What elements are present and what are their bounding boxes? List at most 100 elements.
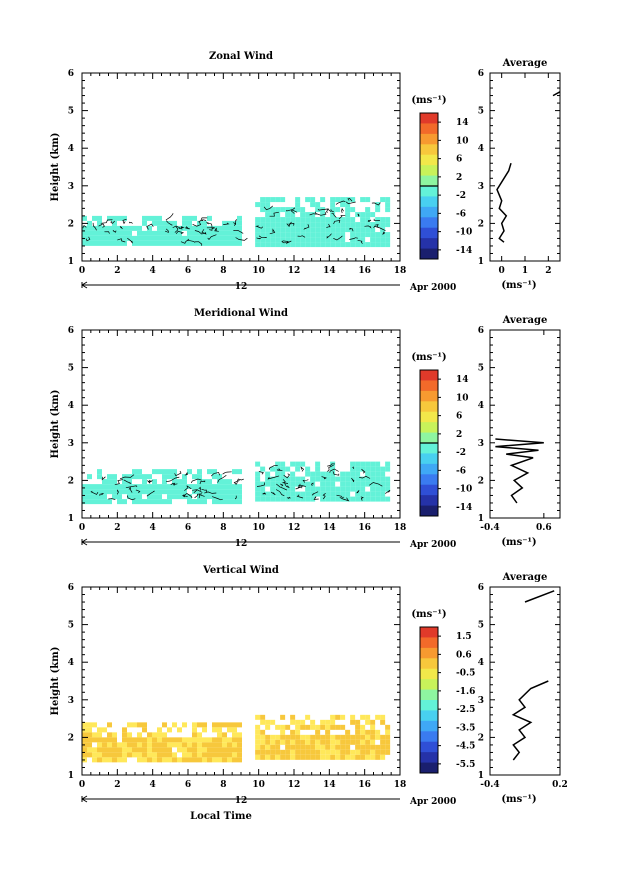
heatmap-cell: [315, 734, 321, 740]
heatmap-cell: [355, 237, 361, 243]
heatmap-cell: [330, 202, 336, 208]
heatmap-cell: [212, 752, 217, 758]
heatmap-cell: [142, 727, 147, 733]
contour-line: [146, 490, 155, 497]
heatmap-cell: [142, 499, 147, 505]
contour-line: [276, 483, 287, 491]
heatmap-cell: [217, 489, 222, 495]
colorbar-tick-label: -2.5: [456, 705, 475, 715]
avg-x-tick-label: 0.6: [536, 523, 552, 533]
heatmap-cell: [345, 471, 351, 477]
heatmap-cell: [305, 749, 311, 755]
heatmap-cell: [112, 240, 117, 246]
heatmap-cell: [187, 235, 192, 241]
colorbar-swatch: [420, 175, 438, 187]
heatmap-cell: [142, 474, 147, 480]
heatmap-cell: [255, 481, 261, 487]
heatmap-cell: [197, 230, 202, 236]
y-tick-label: 6: [68, 326, 74, 336]
heatmap-cell: [192, 225, 197, 231]
heatmap-cell: [197, 235, 202, 241]
heatmap-cell: [232, 722, 237, 728]
heatmap-cell: [182, 752, 187, 758]
heatmap-cell: [137, 732, 142, 738]
heatmap-cell: [207, 494, 212, 500]
heatmap-cell: [380, 481, 386, 487]
heatmap-cell: [117, 494, 122, 500]
heatmap-cell: [87, 474, 92, 480]
heatmap-cell: [172, 220, 177, 226]
heatmap-cell: [320, 481, 326, 487]
heatmap-cell: [385, 207, 391, 213]
heatmap-cell: [157, 499, 162, 505]
heatmap-cell: [222, 722, 227, 728]
heatmap-cell: [82, 494, 87, 500]
heatmap-cell: [192, 474, 197, 480]
heatmap-cell: [310, 476, 316, 482]
contour-line: [222, 471, 232, 475]
heatmap-cell: [162, 757, 167, 763]
contour-line: [90, 490, 99, 495]
heatmap-cell: [157, 752, 162, 758]
heatmap-cell: [202, 484, 207, 490]
heatmap-cell: [325, 739, 331, 745]
day-label: 12: [235, 539, 248, 549]
heatmap-cell: [137, 235, 142, 241]
heatmap-cell: [157, 484, 162, 490]
heatmap-cell: [300, 217, 306, 223]
heatmap-cell: [255, 486, 261, 492]
heatmap-cell: [350, 461, 356, 467]
heatmap-cell: [265, 471, 271, 477]
heatmap-cell: [355, 476, 361, 482]
heatmap-cell: [285, 734, 291, 740]
heatmap-cell: [320, 242, 326, 248]
contour-line: [356, 490, 360, 494]
heatmap-cell: [360, 237, 366, 243]
heatmap-cell: [375, 207, 381, 213]
heatmap-cell: [260, 729, 266, 735]
heatmap-cell: [380, 466, 386, 472]
colorbar-swatch: [420, 762, 438, 774]
heatmap-cell: [107, 489, 112, 495]
heatmap-cell: [102, 727, 107, 733]
colorbar-tick-label: 6: [456, 412, 462, 422]
heatmap-cell: [295, 227, 301, 233]
heatmap-cell: [270, 739, 276, 745]
heatmap-cell: [295, 237, 301, 243]
heatmap-cell: [92, 499, 97, 505]
heatmap-cell: [152, 752, 157, 758]
heatmap-cell: [370, 744, 376, 750]
x-tick-label: 10: [252, 266, 265, 276]
heatmap-cell: [355, 496, 361, 502]
contour-line: [198, 486, 202, 491]
heatmap-cell: [192, 240, 197, 246]
heatmap-cell: [385, 729, 391, 735]
heatmap-cell: [217, 757, 222, 763]
heatmap-cell: [177, 727, 182, 733]
heatmap-cell: [360, 724, 366, 730]
heatmap-cell: [290, 749, 296, 755]
heatmap-cell: [340, 217, 346, 223]
heatmap-cell: [162, 225, 167, 231]
heatmap-cell: [255, 242, 261, 248]
heatmap-cell: [330, 724, 336, 730]
contour-line: [258, 235, 267, 239]
contour-line: [382, 231, 386, 235]
contour-line: [359, 475, 371, 479]
heatmap-cell: [127, 235, 132, 241]
heatmap-cell: [290, 481, 296, 487]
heatmap-cell: [92, 722, 97, 728]
heatmap-cell: [167, 225, 172, 231]
heatmap-cell: [345, 749, 351, 755]
colorbar-tick-label: -10: [456, 228, 472, 238]
heatmap-cell: [385, 217, 391, 223]
heatmap-cell: [177, 484, 182, 490]
contour-line: [326, 223, 331, 228]
heatmap-cell: [310, 242, 316, 248]
heatmap-cell: [162, 747, 167, 753]
y-tick-label: 3: [68, 696, 74, 706]
heatmap-cell: [162, 484, 167, 490]
contour-line: [311, 482, 314, 486]
heatmap-cell: [127, 722, 132, 728]
heatmap-cell: [147, 499, 152, 505]
